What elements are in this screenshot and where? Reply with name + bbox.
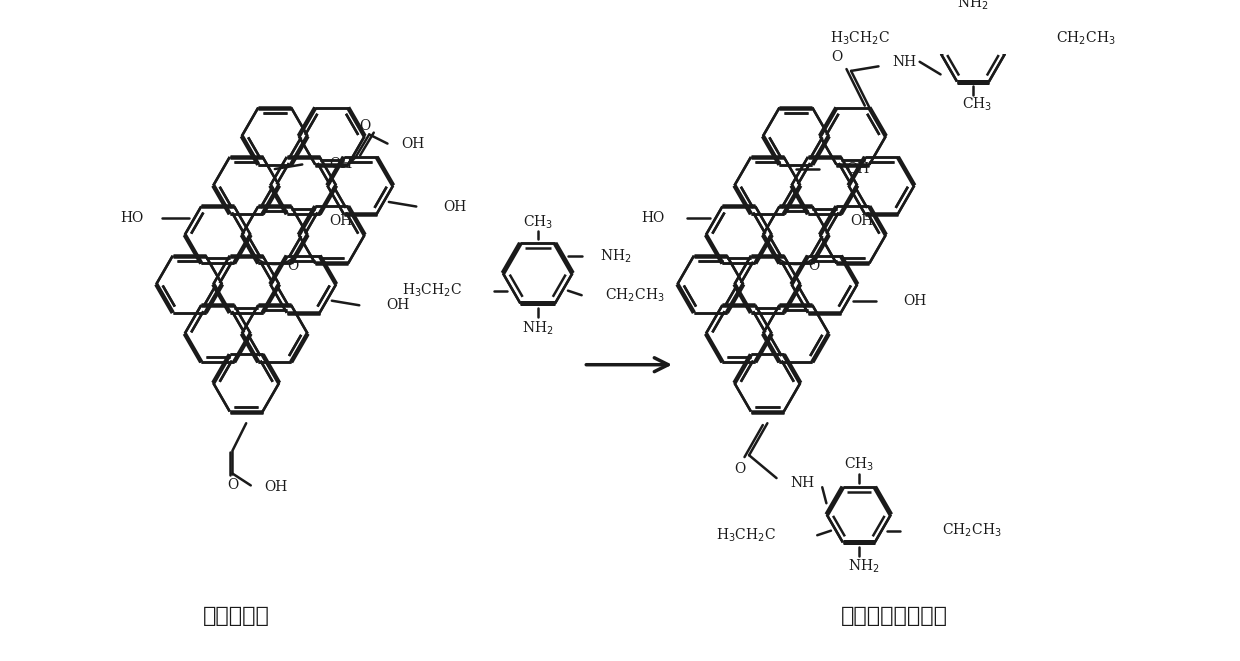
Text: 氧化石墨烯: 氧化石墨烯 (202, 606, 269, 626)
Text: NH$_2$: NH$_2$ (600, 247, 631, 264)
Text: OH: OH (402, 137, 424, 151)
Text: CH$_2$CH$_3$: CH$_2$CH$_3$ (941, 522, 1001, 539)
Text: HO: HO (120, 212, 144, 225)
Text: 胺基化氧化石墨烯: 胺基化氧化石墨烯 (841, 606, 947, 626)
Text: NH$_2$: NH$_2$ (522, 319, 553, 337)
Text: O: O (808, 259, 820, 273)
Text: OH: OH (903, 293, 926, 308)
Text: O: O (734, 462, 745, 476)
Text: CH$_2$CH$_3$: CH$_2$CH$_3$ (605, 286, 665, 304)
Text: CH$_2$CH$_3$: CH$_2$CH$_3$ (1055, 29, 1115, 46)
Text: O: O (832, 50, 843, 64)
Text: OH: OH (387, 298, 410, 312)
Text: OH: OH (264, 481, 288, 494)
Text: OH: OH (851, 214, 874, 228)
Text: NH: NH (790, 476, 815, 490)
Text: O: O (227, 479, 238, 492)
Text: NH$_2$: NH$_2$ (957, 0, 988, 13)
Text: NH: NH (893, 55, 916, 69)
Text: OH: OH (444, 200, 467, 214)
Text: H$_3$CH$_2$C: H$_3$CH$_2$C (831, 29, 890, 46)
Text: CH$_3$: CH$_3$ (962, 95, 993, 113)
Text: OH: OH (330, 157, 353, 171)
Text: O: O (288, 259, 299, 273)
Text: NH$_2$: NH$_2$ (848, 558, 879, 576)
Text: H$_3$CH$_2$C: H$_3$CH$_2$C (715, 527, 776, 544)
Text: OH: OH (330, 214, 352, 228)
Text: CH$_3$: CH$_3$ (522, 214, 553, 231)
Text: H$_3$CH$_2$C: H$_3$CH$_2$C (402, 282, 461, 299)
Text: O: O (360, 119, 371, 134)
Text: OH: OH (847, 162, 869, 176)
Text: HO: HO (641, 212, 665, 225)
Text: CH$_3$: CH$_3$ (843, 455, 874, 473)
